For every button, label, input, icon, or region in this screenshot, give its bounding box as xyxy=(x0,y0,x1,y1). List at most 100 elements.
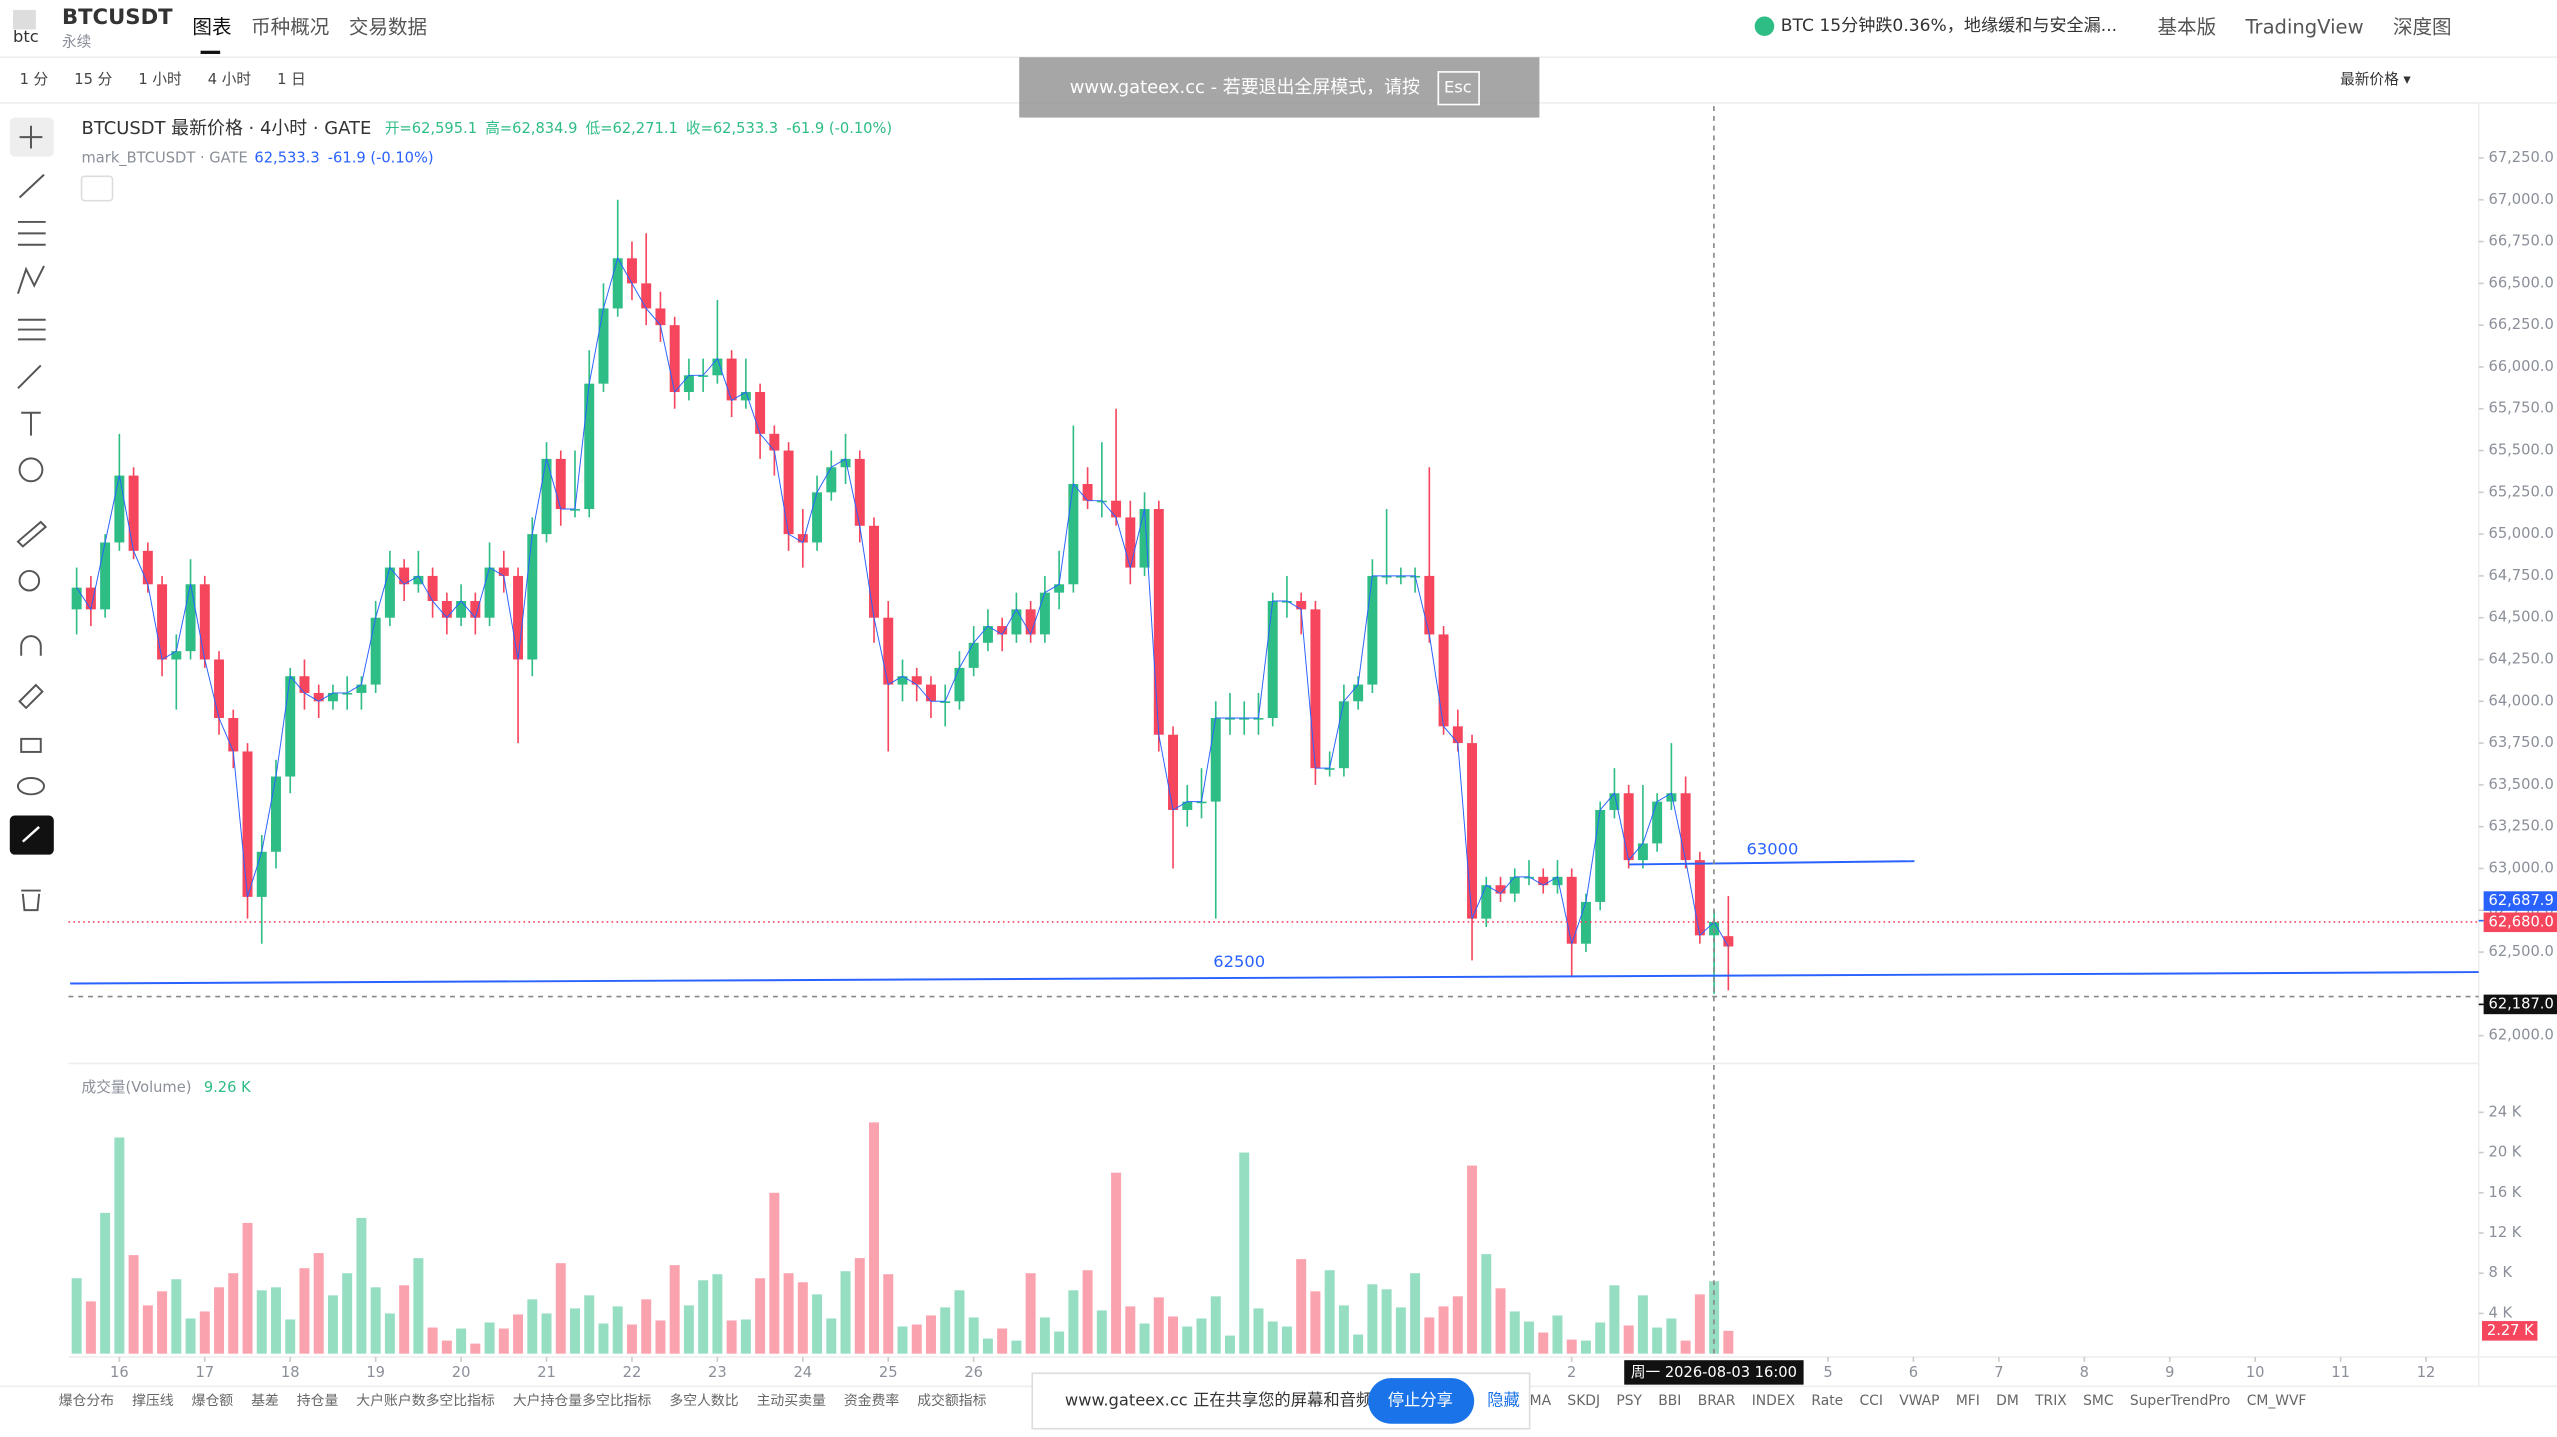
stop-share[interactable]: 停止分享 xyxy=(1388,1390,1453,1409)
volume-bar xyxy=(1281,1326,1292,1354)
price-tag-bg xyxy=(2483,994,2557,1015)
candle-body xyxy=(1552,876,1563,886)
mark-change: -61.9 (-0.10%) xyxy=(328,149,434,166)
indicator[interactable]: SuperTrendPro xyxy=(2130,1393,2231,1409)
indicator[interactable]: 成交额指标 xyxy=(917,1392,986,1409)
volume-bar xyxy=(826,1318,837,1354)
volume-bar xyxy=(513,1314,524,1354)
candle-body xyxy=(641,283,652,309)
interval[interactable]: 4 小时 xyxy=(208,71,252,88)
indicator[interactable]: PSY xyxy=(1616,1393,1642,1409)
indicator[interactable]: 大户账户数多空比指标 xyxy=(356,1392,495,1409)
candle-body xyxy=(997,626,1008,635)
volume-bar xyxy=(1210,1296,1221,1354)
interval[interactable]: 1 分 xyxy=(20,71,49,88)
indicator[interactable]: 资金费率 xyxy=(844,1392,900,1409)
interval[interactable]: 1 小时 xyxy=(138,71,182,88)
candle-body xyxy=(1111,500,1122,518)
indicator[interactable]: TRIX xyxy=(2034,1393,2067,1409)
tool-fib[interactable] xyxy=(17,318,46,341)
tool-text[interactable] xyxy=(21,411,41,436)
candle-body xyxy=(157,584,168,660)
volume-bar xyxy=(1296,1259,1307,1354)
legend-title: BTCUSDT 最新价格 · 4小时 · GATE xyxy=(82,118,372,139)
indicator[interactable]: INDEX xyxy=(1752,1393,1796,1409)
trend-line[interactable] xyxy=(70,971,2479,985)
mark-price-line xyxy=(76,257,1729,947)
tool-magnet[interactable] xyxy=(20,635,42,656)
tool-emoji[interactable] xyxy=(18,457,44,483)
collapse-btn[interactable] xyxy=(80,175,114,202)
y-tick-label: 66,500.0 xyxy=(2489,274,2554,291)
candle-body xyxy=(1452,726,1463,744)
price-source[interactable]: 最新价格 ▾ xyxy=(2340,71,2411,88)
volume-bar xyxy=(783,1273,794,1354)
candle-body xyxy=(698,375,709,377)
interval[interactable]: 1 日 xyxy=(277,71,306,88)
volume-bar xyxy=(925,1315,936,1354)
mark-value: 62,533.3 xyxy=(254,149,319,166)
tab[interactable]: 交易数据 xyxy=(349,15,427,38)
candle-body xyxy=(1096,500,1107,503)
indicator[interactable]: 爆仓分布 xyxy=(59,1393,115,1409)
tool-lines[interactable] xyxy=(17,220,46,246)
indicator[interactable]: BRAR xyxy=(1698,1393,1736,1409)
indicator[interactable]: 持仓量 xyxy=(297,1393,339,1409)
indicator[interactable]: SMC xyxy=(2083,1393,2113,1409)
indicator[interactable]: VWAP xyxy=(1899,1393,1939,1409)
tool-pattern[interactable] xyxy=(17,265,45,295)
stop-share-btn[interactable] xyxy=(1368,1378,1475,1424)
candle-body xyxy=(626,258,637,284)
logo-text: btc xyxy=(13,27,39,46)
trend-line[interactable] xyxy=(1629,860,1915,866)
volume-bar xyxy=(1652,1327,1663,1354)
price-tag: 62,680.0 xyxy=(2489,913,2554,930)
candle-body xyxy=(812,492,823,543)
tool-zoom[interactable] xyxy=(18,569,41,592)
right-tab[interactable]: 基本版 xyxy=(2157,15,2216,38)
tool-lock[interactable] xyxy=(20,737,42,753)
volume-bar xyxy=(854,1258,865,1354)
right-tab[interactable]: TradingView xyxy=(2244,15,2363,38)
tool-cross[interactable] xyxy=(19,125,43,149)
indicator[interactable]: 主动买卖量 xyxy=(757,1393,826,1409)
interval[interactable]: 15 分 xyxy=(74,71,112,88)
hide-share[interactable]: 隐藏 xyxy=(1487,1390,1520,1409)
right-tab[interactable]: 深度图 xyxy=(2393,15,2452,38)
tab[interactable]: 币种概况 xyxy=(251,15,329,38)
candle-body xyxy=(1580,901,1591,944)
indicator[interactable]: 大户持仓量多空比指标 xyxy=(513,1392,652,1409)
indicator[interactable]: 基差 xyxy=(251,1392,279,1409)
volume-bar xyxy=(683,1305,694,1354)
candle-body xyxy=(612,258,623,309)
tab[interactable]: 图表 xyxy=(192,15,231,38)
tool-eye[interactable] xyxy=(16,777,46,796)
candle-body xyxy=(669,325,680,393)
indicator[interactable]: DM xyxy=(1996,1393,2019,1409)
indicator[interactable]: CM_WVF xyxy=(2247,1393,2307,1409)
candle-body xyxy=(1467,743,1478,919)
tool-line[interactable] xyxy=(18,173,45,199)
candle-body xyxy=(100,542,111,610)
volume-bar xyxy=(669,1265,680,1354)
candle-body xyxy=(299,676,310,693)
indicator[interactable]: Rate xyxy=(1811,1393,1843,1409)
candle-body xyxy=(854,458,865,526)
tool-delete[interactable] xyxy=(21,889,41,912)
indicator[interactable]: BBI xyxy=(1658,1393,1681,1409)
volume-bar xyxy=(598,1323,609,1354)
symbol[interactable]: BTCUSDT xyxy=(62,4,173,29)
tool-pen[interactable] xyxy=(18,683,44,710)
tool-brush[interactable] xyxy=(17,364,42,389)
volume-bar xyxy=(1054,1331,1065,1354)
indicator[interactable]: SKDJ xyxy=(1567,1393,1600,1409)
indicator[interactable]: 爆仓额 xyxy=(192,1393,234,1409)
news[interactable]: BTC 15分钟跌0.36%，地缘缓和与安全漏... xyxy=(1781,16,2117,36)
indicator[interactable]: 多空人数比 xyxy=(669,1392,738,1409)
indicator[interactable]: CCI xyxy=(1859,1393,1882,1409)
indicator[interactable]: 撑压线 xyxy=(132,1393,174,1409)
indicator[interactable]: MFI xyxy=(1956,1393,1980,1409)
tool-ruler[interactable] xyxy=(16,520,48,548)
volume-bar xyxy=(114,1137,125,1354)
indicator[interactable]: MA xyxy=(1530,1393,1552,1409)
